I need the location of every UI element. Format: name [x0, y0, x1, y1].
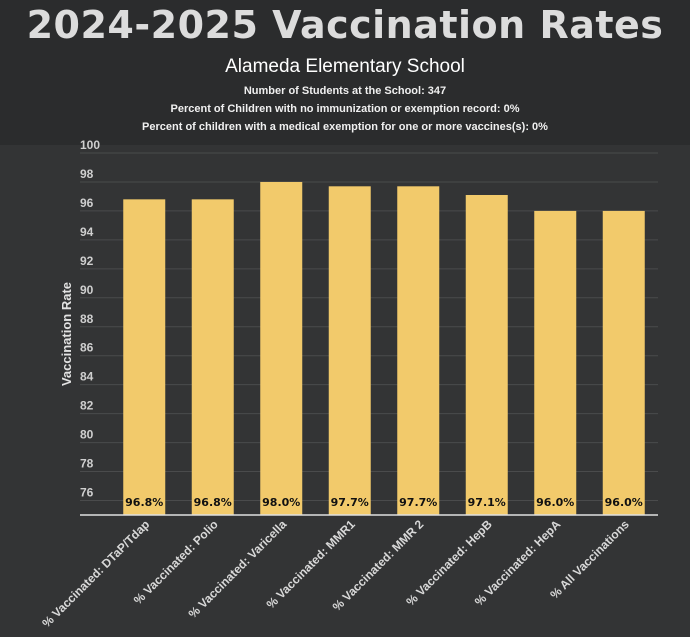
data-label: 96.8% [125, 496, 163, 509]
y-tick-label: 86 [80, 341, 94, 355]
y-tick-label: 100 [80, 138, 100, 152]
y-tick-label: 88 [80, 312, 94, 326]
data-label: 97.1% [468, 496, 506, 509]
bar [534, 210, 577, 516]
data-label: 98.0% [262, 496, 300, 509]
bar [191, 199, 234, 515]
bar [123, 199, 166, 515]
x-tick-label: % Vaccinated: DTaP/Tdap [39, 517, 152, 630]
y-tick-label: 94 [80, 225, 94, 239]
medical-exemption-percent: Percent of children with a medical exemp… [142, 121, 548, 133]
y-tick-label: 82 [80, 399, 94, 413]
bar [260, 181, 303, 515]
x-axis-labels: % Vaccinated: DTaP/Tdap% Vaccinated: Pol… [39, 517, 632, 630]
bar [465, 194, 508, 515]
bars [123, 181, 645, 516]
data-label: 97.7% [399, 496, 437, 509]
no-record-percent: Percent of Children with no immunization… [170, 103, 520, 115]
data-label: 97.7% [331, 496, 369, 509]
y-tick-label: 80 [80, 428, 94, 442]
bar [602, 210, 645, 516]
y-tick-label: 96 [80, 196, 94, 210]
data-labels: 96.8% 96.8% 98.0% 97.7% 97.7% 97.1% 96.0% 96.0% [125, 496, 643, 509]
data-label: 96.0% [536, 496, 574, 509]
page-title: 2024-2025 Vaccination Rates [26, 3, 664, 47]
y-axis-ticks: 76 78 80 82 84 86 88 90 92 94 96 98 100 [80, 138, 100, 500]
y-tick-label: 76 [80, 486, 94, 500]
chart-header: 2024-2025 Vaccination Rates Alameda Elem… [0, 0, 690, 145]
y-tick-label: 90 [80, 283, 94, 297]
school-name: Alameda Elementary School [225, 56, 465, 77]
bar [328, 186, 371, 515]
data-label: 96.0% [605, 496, 643, 509]
y-tick-label: 78 [80, 457, 94, 471]
y-axis-label: Vaccination Rate [59, 282, 74, 386]
student-count: Number of Students at the School: 347 [243, 85, 447, 97]
data-label: 96.8% [194, 496, 232, 509]
y-tick-label: 92 [80, 254, 94, 268]
y-tick-label: 84 [80, 370, 94, 384]
bar [397, 186, 440, 515]
y-tick-label: 98 [80, 167, 94, 181]
